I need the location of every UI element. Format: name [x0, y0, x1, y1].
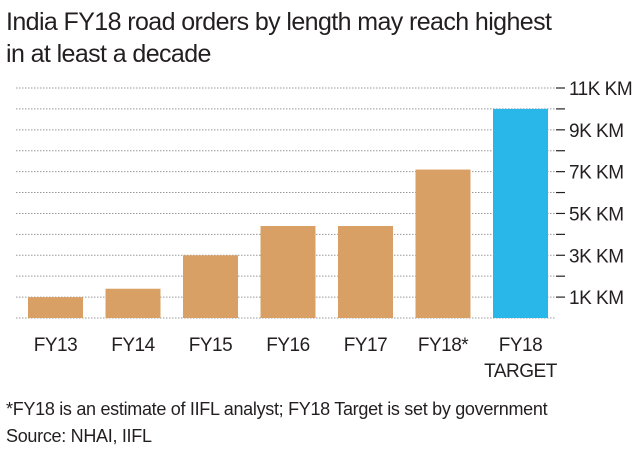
bar-4	[338, 226, 393, 318]
x-tick-label-line: FY15	[189, 335, 232, 356]
x-tick-label-4: FY17	[344, 335, 387, 356]
x-tick-label-line: FY16	[266, 335, 309, 356]
x-tick-label-line: FY18*	[418, 335, 469, 356]
source-note: Source: NHAI, IIFL	[6, 426, 152, 446]
chart-title-line-2: in at least a decade	[6, 40, 211, 68]
y-axis: 1K KM 3K KM 5K KM 7K KM 9K KM 11K KM	[556, 79, 633, 309]
x-tick-label-0: FY13	[34, 335, 77, 356]
x-tick-label-1: FY14	[111, 335, 155, 356]
x-tick-label-line: FY13	[34, 335, 77, 356]
chart-title-line-1: India FY18 road orders by length may rea…	[6, 8, 552, 36]
y-tick-label-4: 9K KM	[569, 121, 624, 142]
bar-1	[105, 288, 161, 318]
bar-2	[183, 255, 238, 318]
bar-6	[493, 108, 548, 318]
footnote-block: *FY18 is an estimate of IIFL analyst; FY…	[6, 396, 636, 450]
y-tick-label-0: 1K KM	[569, 288, 624, 309]
chart-title: India FY18 road orders by length may rea…	[6, 6, 626, 70]
y-tick-label-5: 11K KM	[569, 79, 632, 100]
x-tick-label-2: FY15	[189, 335, 232, 356]
footnote: *FY18 is an estimate of IIFL analyst; FY…	[6, 399, 548, 419]
x-tick-label-5: FY18*	[418, 335, 469, 356]
x-tick-label-line: FY18	[499, 335, 542, 356]
y-tick-label-2: 5K KM	[569, 204, 624, 225]
y-tick-label-1: 3K KM	[569, 246, 624, 267]
bar-3	[260, 226, 316, 318]
x-axis: FY13 FY14 FY15 FY16 FY17 FY18* FY18 TARGET	[34, 335, 558, 382]
x-tick-label-line: FY17	[344, 335, 387, 356]
bar-5	[415, 169, 471, 318]
x-tick-label-3: FY16	[266, 335, 309, 356]
x-tick-label-6: FY18 TARGET	[484, 335, 558, 382]
x-tick-label-line: TARGET	[484, 361, 558, 382]
y-tick-label-3: 7K KM	[569, 163, 624, 184]
bar-0	[28, 297, 83, 318]
bars	[28, 108, 548, 318]
x-tick-label-line: FY14	[111, 335, 155, 356]
